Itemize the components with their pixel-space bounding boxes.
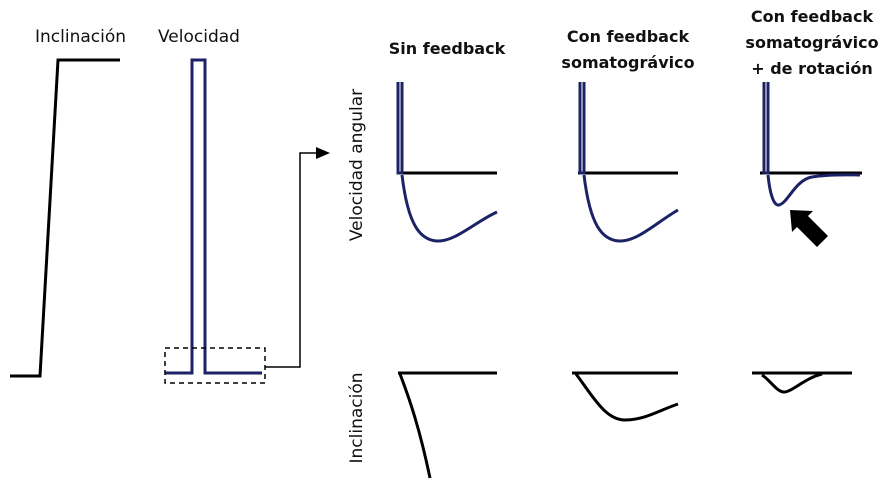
column-title: Sin feedback — [389, 39, 506, 58]
row-label: Velocidad angular — [347, 89, 367, 241]
curve — [400, 174, 498, 243]
trace-label: Inclinación — [35, 27, 126, 47]
spike — [762, 82, 770, 175]
row-label: Inclinación — [347, 372, 367, 463]
curve — [574, 373, 679, 422]
curve — [582, 174, 679, 243]
trace-label: Velocidad — [158, 27, 240, 47]
arrow-head — [316, 147, 330, 159]
column-title: Con feedback — [567, 27, 690, 46]
pointer-arrow — [790, 210, 828, 247]
curve — [761, 372, 823, 394]
spike — [396, 82, 404, 175]
spike — [578, 82, 586, 175]
column-title: + de rotación — [751, 59, 873, 78]
curve — [766, 173, 861, 207]
column-title: Con feedback — [751, 7, 874, 26]
zoom-arrow — [265, 152, 318, 368]
column-title: somatográvico — [561, 53, 694, 72]
column-title: somatográvico — [745, 33, 878, 52]
velocity-trace — [165, 58, 262, 375]
curve — [398, 373, 432, 479]
tilt-trace — [10, 58, 120, 378]
zoom-box — [164, 347, 266, 384]
